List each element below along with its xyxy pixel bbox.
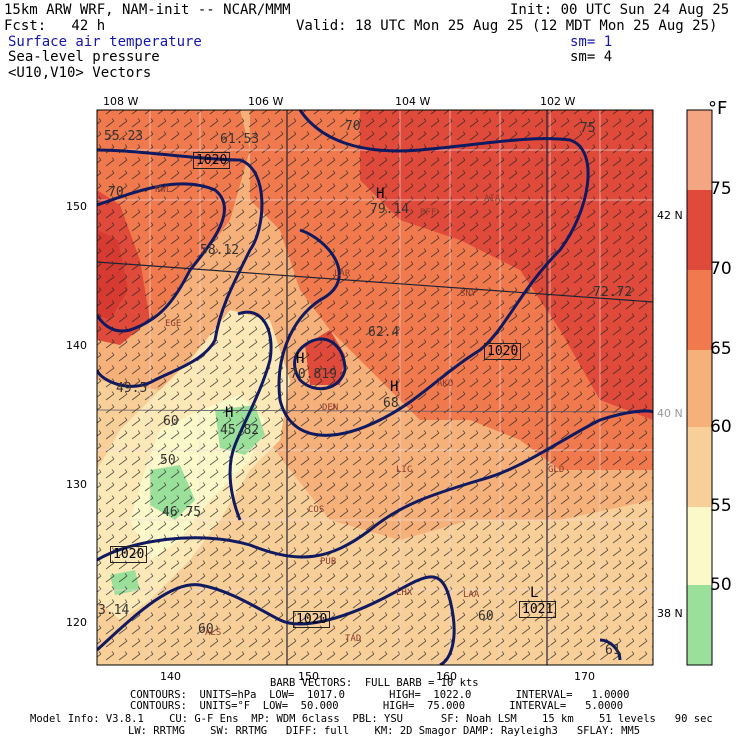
temp-label: 49.5	[116, 381, 148, 396]
temp-label: 55.23	[104, 129, 144, 144]
contours-pressure: CONTOURS: UNITS=hPa LOW= 1017.0 HIGH= 10…	[130, 689, 630, 701]
lat-label-40n: 40 N	[657, 407, 683, 420]
grid-label-b150: 150	[298, 670, 319, 683]
station-label: DEN	[322, 403, 339, 413]
high-pressure-marker: H	[225, 405, 234, 421]
grid-label-b160: 160	[436, 670, 457, 683]
colorbar-unit: °F	[708, 98, 728, 119]
pressure-box: 1020	[484, 343, 522, 360]
map-area	[97, 110, 653, 665]
lon-label-104w: 104 W	[395, 95, 431, 108]
temp-label: 62.4	[368, 325, 400, 340]
colorbar-swatch-70-75	[687, 190, 712, 270]
lon-label-108w: 108 W	[103, 95, 139, 108]
map-frame	[96, 109, 654, 666]
colorbar-swatch-65-70	[687, 270, 712, 350]
temp-label: 68.	[383, 396, 407, 411]
init-time: Init: 00 UTC Sun 24 Aug 25	[510, 2, 730, 18]
high-pressure-marker: H	[390, 379, 399, 395]
colorbar	[686, 109, 713, 666]
temp-label: 60	[478, 609, 494, 624]
colorbar-swatch-60-65	[687, 350, 712, 427]
temp-label: 50	[160, 453, 176, 468]
station-label: LAA	[463, 590, 480, 600]
colorbar-label-60: 60	[710, 417, 732, 437]
field-pressure-smoothing: sm= 4	[570, 49, 613, 65]
temp-label: 46.75	[162, 505, 202, 520]
lon-label-106w: 106 W	[248, 95, 284, 108]
station-label: AIA	[484, 194, 501, 204]
field-temperature: Surface air temperature	[8, 34, 202, 50]
grid-label-150: 150	[66, 200, 87, 213]
pressure-box: 1020	[110, 546, 148, 563]
temp-label: 61	[605, 643, 621, 658]
temp-label: 45.82	[220, 423, 260, 438]
station-label: RWL	[155, 185, 172, 195]
valid-time: Valid: 18 UTC Mon 25 Aug 25 (12 MDT Mon …	[296, 18, 718, 34]
colorbar-label-65: 65	[710, 339, 732, 359]
colorbar-swatch-55-60	[687, 427, 712, 507]
field-pressure: Sea-level pressure	[8, 49, 160, 65]
colorbar-swatch-above-75	[687, 110, 712, 190]
wind-barbs	[97, 110, 653, 665]
lat-label-42n: 42 N	[657, 209, 683, 222]
lat-label-38n: 38 N	[657, 607, 683, 620]
pressure-box: 1020	[293, 611, 331, 628]
station-label: LHX	[396, 588, 413, 598]
low-pressure-marker: L	[530, 585, 539, 601]
temp-label: 60	[198, 622, 214, 637]
station-label: EGE	[165, 319, 182, 329]
colorbar-label-70: 70	[710, 259, 732, 279]
temp-label: 70	[345, 119, 361, 134]
grid-label-140: 140	[66, 339, 87, 352]
colorbar-label-55: 55	[710, 496, 732, 516]
barb-legend: BARB VECTORS: FULL BARB = 10 kts	[270, 677, 479, 689]
grid-label-120: 120	[66, 616, 87, 629]
station-label: BFF	[420, 208, 437, 218]
station-label: LAR	[334, 269, 351, 279]
station-label: ALS	[205, 628, 222, 638]
temp-label: 75	[580, 121, 596, 136]
lon-label-102w: 102 W	[540, 95, 576, 108]
station-label: AKO	[437, 379, 454, 389]
station-label: TAD	[345, 634, 362, 644]
colorbar-label-75: 75	[710, 179, 732, 199]
field-vectors: <U10,V10> Vectors	[8, 65, 152, 81]
station-label: COS	[308, 505, 325, 515]
colorbar-swatch-50-55	[687, 507, 712, 585]
pressure-contours	[97, 110, 653, 665]
station-label: LIC	[396, 465, 413, 475]
pressure-box: 1020	[193, 152, 231, 169]
field-temperature-smoothing: sm= 1	[570, 34, 613, 50]
model-title: 15km ARW WRF, NAM-init -- NCAR/MMM	[4, 2, 291, 18]
model-info: Model Info: V3.8.1 CU: G-F Ens MP: WDM 6…	[30, 713, 713, 725]
model-info-physics: LW: RRTMG SW: RRTMG DIFF: full KM: 2D Sm…	[128, 725, 641, 737]
temp-label: 61.53	[220, 132, 260, 147]
station-label: SNY	[460, 289, 477, 299]
grid-label-130: 130	[66, 478, 87, 491]
pressure-box: 1021	[519, 601, 557, 618]
temp-label: 72.72	[593, 285, 633, 300]
station-label: PUB	[320, 557, 337, 567]
temp-label: 3.14	[98, 603, 130, 618]
contours-temperature: CONTOURS: UNITS=°F LOW= 50.000 HIGH= 75.…	[130, 700, 624, 712]
high-pressure-marker: H	[296, 351, 305, 367]
temp-label: 58.12	[200, 243, 240, 258]
grid-label-b170: 170	[574, 670, 595, 683]
colorbar-swatch-below-50	[687, 585, 712, 665]
high-pressure-marker: H	[376, 186, 385, 202]
station-label: GLD	[548, 465, 565, 475]
colorbar-label-50: 50	[710, 575, 732, 595]
forecast-hour: Fcst: 42 h	[4, 18, 106, 34]
temp-label: 70.819	[290, 367, 337, 382]
grid-label-b140: 140	[160, 670, 181, 683]
temp-label: 70	[108, 185, 124, 200]
temp-label: 79.14	[370, 202, 410, 217]
temp-label: 60	[163, 414, 179, 429]
